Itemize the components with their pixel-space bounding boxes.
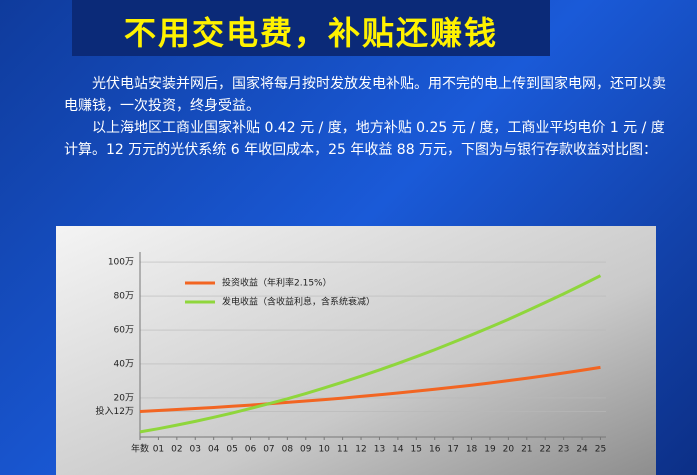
legend-label: 发电收益（含收益利息，含系统衰减） [222, 296, 375, 308]
x-tick-label: 05 [226, 445, 237, 455]
x-tick-label: 16 [429, 445, 441, 455]
y-tick-label: 60万 [114, 326, 134, 336]
body-text: 光伏电站安装并网后，国家将每月按时发放发电补贴。用不完的电上传到国家电网，还可以… [64, 73, 670, 161]
x-tick-label: 21 [521, 445, 532, 455]
title: 不用交电费，补贴还赚钱 [123, 14, 498, 52]
x-tick-label: 10 [318, 445, 330, 455]
x-tick-label: 02 [171, 445, 182, 455]
x-tick-label: 18 [466, 445, 478, 455]
series-line [139, 274, 602, 434]
x-tick-label: 22 [539, 445, 550, 455]
x-tick-label: 09 [300, 445, 312, 455]
title-banner [72, 0, 550, 56]
x-tick-label: 07 [263, 445, 274, 455]
x-tick-label: 年数 [131, 443, 149, 455]
paragraph: 光伏电站安装并网后，国家将每月按时发放发电补贴。用不完的电上传到国家电网，还可以… [64, 76, 666, 114]
x-tick-label: 12 [355, 445, 366, 455]
legend-label: 投资收益（年利率2.15%） [222, 277, 332, 289]
x-tick-label: 20 [503, 445, 515, 455]
x-tick-label: 13 [374, 445, 385, 455]
y-tick-label: 100万 [108, 258, 134, 268]
x-tick-label: 11 [337, 445, 348, 455]
chart-panel [56, 226, 656, 475]
x-tick-label: 03 [190, 445, 201, 455]
series-line [139, 365, 601, 414]
x-tick-label: 17 [447, 445, 458, 455]
y-tick-label: 20万 [114, 393, 134, 403]
x-tick-label: 04 [208, 445, 220, 455]
y-tick-label: 40万 [114, 359, 134, 369]
x-tick-label: 06 [245, 445, 257, 455]
y-tick-label: 80万 [114, 292, 134, 302]
x-tick-label: 14 [392, 445, 404, 455]
x-tick-label: 08 [282, 445, 294, 455]
x-tick-label: 25 [595, 445, 606, 455]
x-tick-label: 23 [558, 445, 569, 455]
x-tick-label: 19 [484, 445, 496, 455]
paragraph: 以上海地区工商业国家补贴 0.42 元 / 度，地方补贴 0.25 元 / 度，… [64, 120, 665, 158]
y-tick-label: 投入12万 [96, 405, 134, 417]
x-tick-label: 24 [576, 445, 588, 455]
x-tick-label: 01 [153, 445, 164, 455]
x-tick-label: 15 [411, 445, 422, 455]
